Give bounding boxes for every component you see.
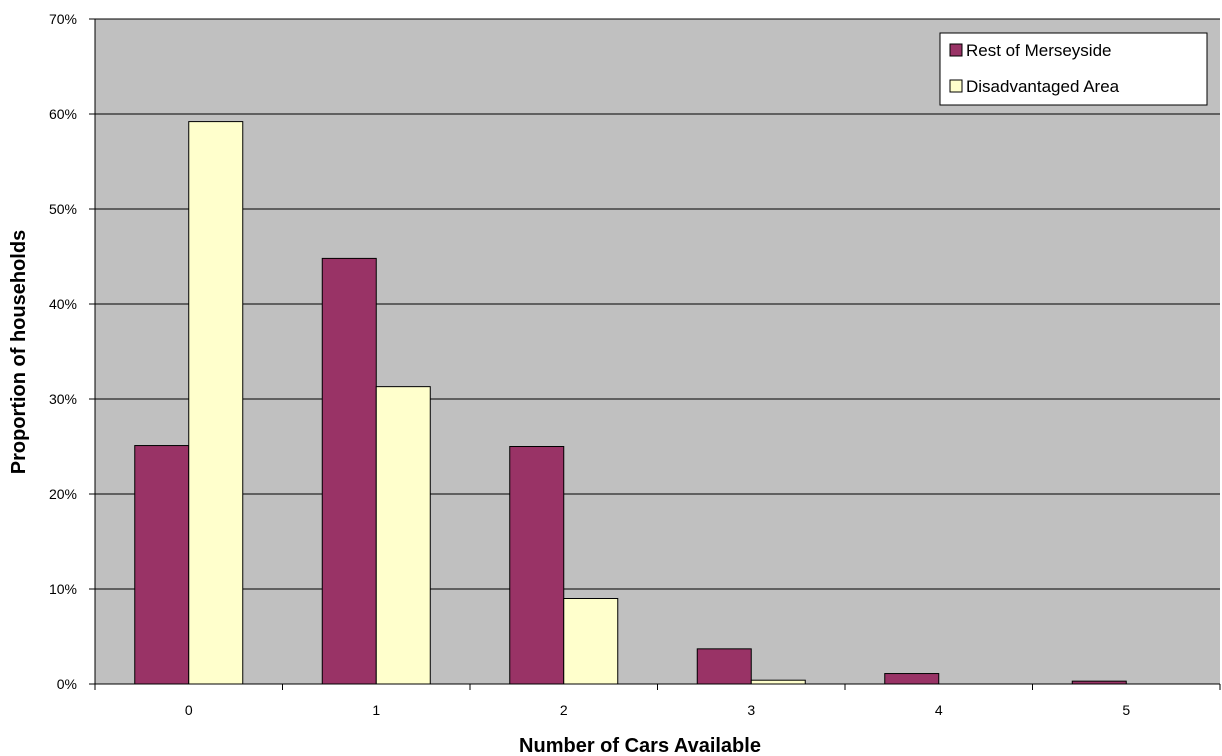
y-tick-labels: 0% 10% 20% 30% 40% 50% 60% 70% <box>49 11 95 692</box>
y-tick-label: 20% <box>49 486 77 502</box>
y-tick-label: 60% <box>49 106 77 122</box>
gridlines <box>95 18 1220 590</box>
y-tick-label: 10% <box>49 581 77 597</box>
x-tick-label: 4 <box>935 702 943 718</box>
bar-disadvantaged-area-1 <box>375 386 431 685</box>
legend: Rest of Merseyside Disadvantaged Area <box>939 32 1208 106</box>
y-tick-label: 40% <box>49 296 77 312</box>
x-tick-label: 2 <box>560 702 568 718</box>
legend-label-rest-of-merseyside: Rest of Merseyside <box>966 41 1112 60</box>
y-tick-label: 50% <box>49 201 77 217</box>
plot-area <box>95 19 1220 684</box>
legend-box <box>939 32 1208 106</box>
bar-disadvantaged-area-2 <box>563 598 619 685</box>
x-tick-label: 0 <box>185 702 193 718</box>
bar-rest-of-merseyside-2 <box>509 446 565 685</box>
bars <box>134 121 1127 685</box>
bar-disadvantaged-area-3 <box>750 679 806 685</box>
x-tick-label: 1 <box>372 702 380 718</box>
y-tick-label: 0% <box>57 676 77 692</box>
y-tick-label: 70% <box>49 11 77 27</box>
x-tick-label: 3 <box>747 702 755 718</box>
x-axis-title: Number of Cars Available <box>519 735 761 756</box>
y-tick-label: 30% <box>49 391 77 407</box>
bar-rest-of-merseyside-4 <box>884 673 940 685</box>
bar-rest-of-merseyside-3 <box>696 648 752 685</box>
bar-rest-of-merseyside-1 <box>321 257 377 685</box>
legend-swatch-rest-of-merseyside <box>949 43 963 57</box>
x-tick-labels: 0 1 2 3 4 5 <box>94 684 1221 718</box>
bar-disadvantaged-area-0 <box>188 121 244 685</box>
x-tick-label: 5 <box>1122 702 1130 718</box>
y-axis-title: Proportion of households <box>8 230 30 474</box>
legend-label-disadvantaged-area: Disadvantaged Area <box>966 77 1120 96</box>
legend-swatch-disadvantaged-area <box>949 79 963 93</box>
bar-rest-of-merseyside-0 <box>134 445 190 685</box>
